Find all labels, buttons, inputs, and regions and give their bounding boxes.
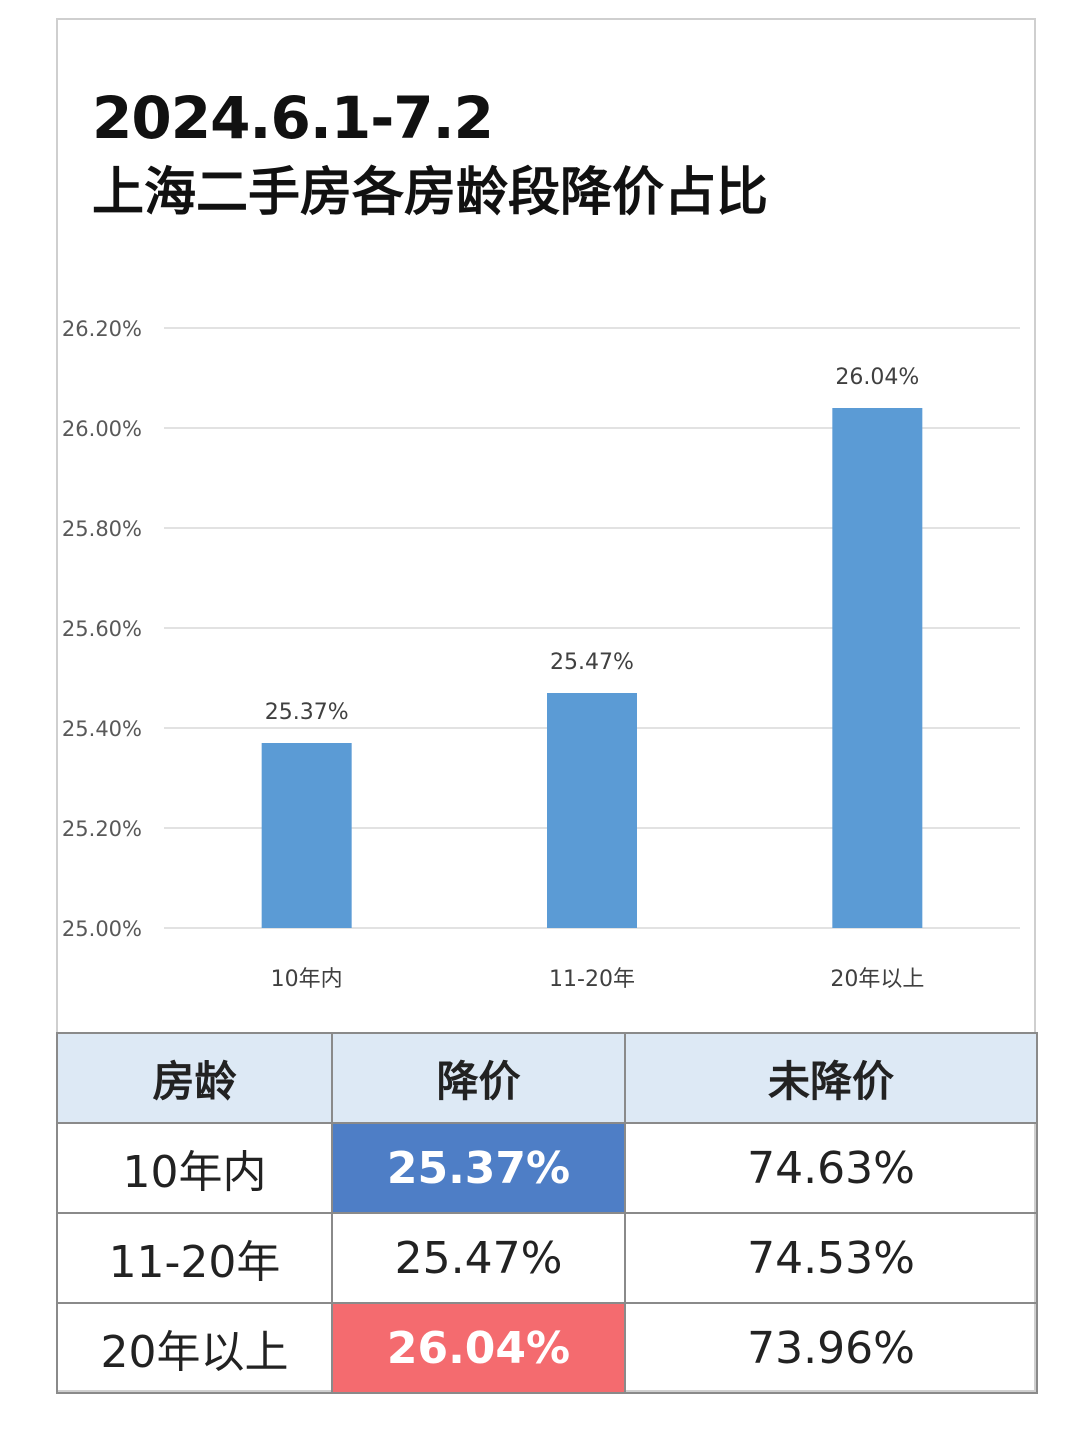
- summary-table: 房龄 降价 未降价 10年内 25.37% 74.63% 11-20年 25.4…: [56, 1032, 1038, 1394]
- chart-title: 2024.6.1-7.2 上海二手房各房龄段降价占比: [92, 82, 768, 232]
- y-tick-label: 25.60%: [62, 617, 142, 641]
- bar: [832, 408, 923, 928]
- title-subject: 上海二手房各房龄段降价占比: [92, 163, 769, 223]
- x-category-label: 11-20年: [549, 967, 635, 992]
- title-date-range: 2024.6.1-7.2: [92, 84, 494, 152]
- data-label: 25.37%: [265, 700, 349, 725]
- y-tick-label: 25.20%: [62, 817, 142, 841]
- cell-reduced-highlight-blue: 25.37%: [331, 1122, 626, 1214]
- table-row: 11-20年 25.47% 74.53%: [56, 1212, 1038, 1304]
- header-not-reduced: 未降价: [624, 1032, 1038, 1124]
- y-tick-label: 25.40%: [62, 717, 142, 741]
- table-row: 20年以上 26.04% 73.96%: [56, 1302, 1038, 1394]
- chart-card: 2024.6.1-7.2 上海二手房各房龄段降价占比 25.00% 25.20% 2…: [56, 18, 1038, 1394]
- cell-reduced: 25.47%: [331, 1212, 626, 1304]
- table-row: 10年内 25.37% 74.63%: [56, 1122, 1038, 1214]
- cell-age: 10年内: [56, 1122, 333, 1214]
- cell-reduced-highlight-red: 26.04%: [331, 1302, 626, 1394]
- y-tick-label: 25.00%: [62, 917, 142, 941]
- y-tick-label: 26.20%: [62, 317, 142, 341]
- cell-not-reduced: 74.63%: [624, 1122, 1038, 1214]
- x-category-label: 20年以上: [830, 967, 924, 992]
- bar-chart: 25.00% 25.20% 25.40% 25.60% 25.80% 26.00% 26.2…: [62, 317, 1020, 992]
- y-tick-label: 25.80%: [62, 517, 142, 541]
- table-header-row: 房龄 降价 未降价: [56, 1032, 1038, 1124]
- header-reduced: 降价: [331, 1032, 626, 1124]
- data-label: 26.04%: [835, 365, 919, 390]
- header-age: 房龄: [56, 1032, 333, 1124]
- bar: [261, 743, 352, 928]
- y-tick-label: 26.00%: [62, 417, 142, 441]
- data-label: 25.47%: [550, 650, 634, 675]
- x-category-label: 10年内: [271, 967, 343, 992]
- cell-not-reduced: 73.96%: [624, 1302, 1038, 1394]
- cell-age: 20年以上: [56, 1302, 333, 1394]
- cell-not-reduced: 74.53%: [624, 1212, 1038, 1304]
- cell-age: 11-20年: [56, 1212, 333, 1304]
- bar: [547, 693, 637, 928]
